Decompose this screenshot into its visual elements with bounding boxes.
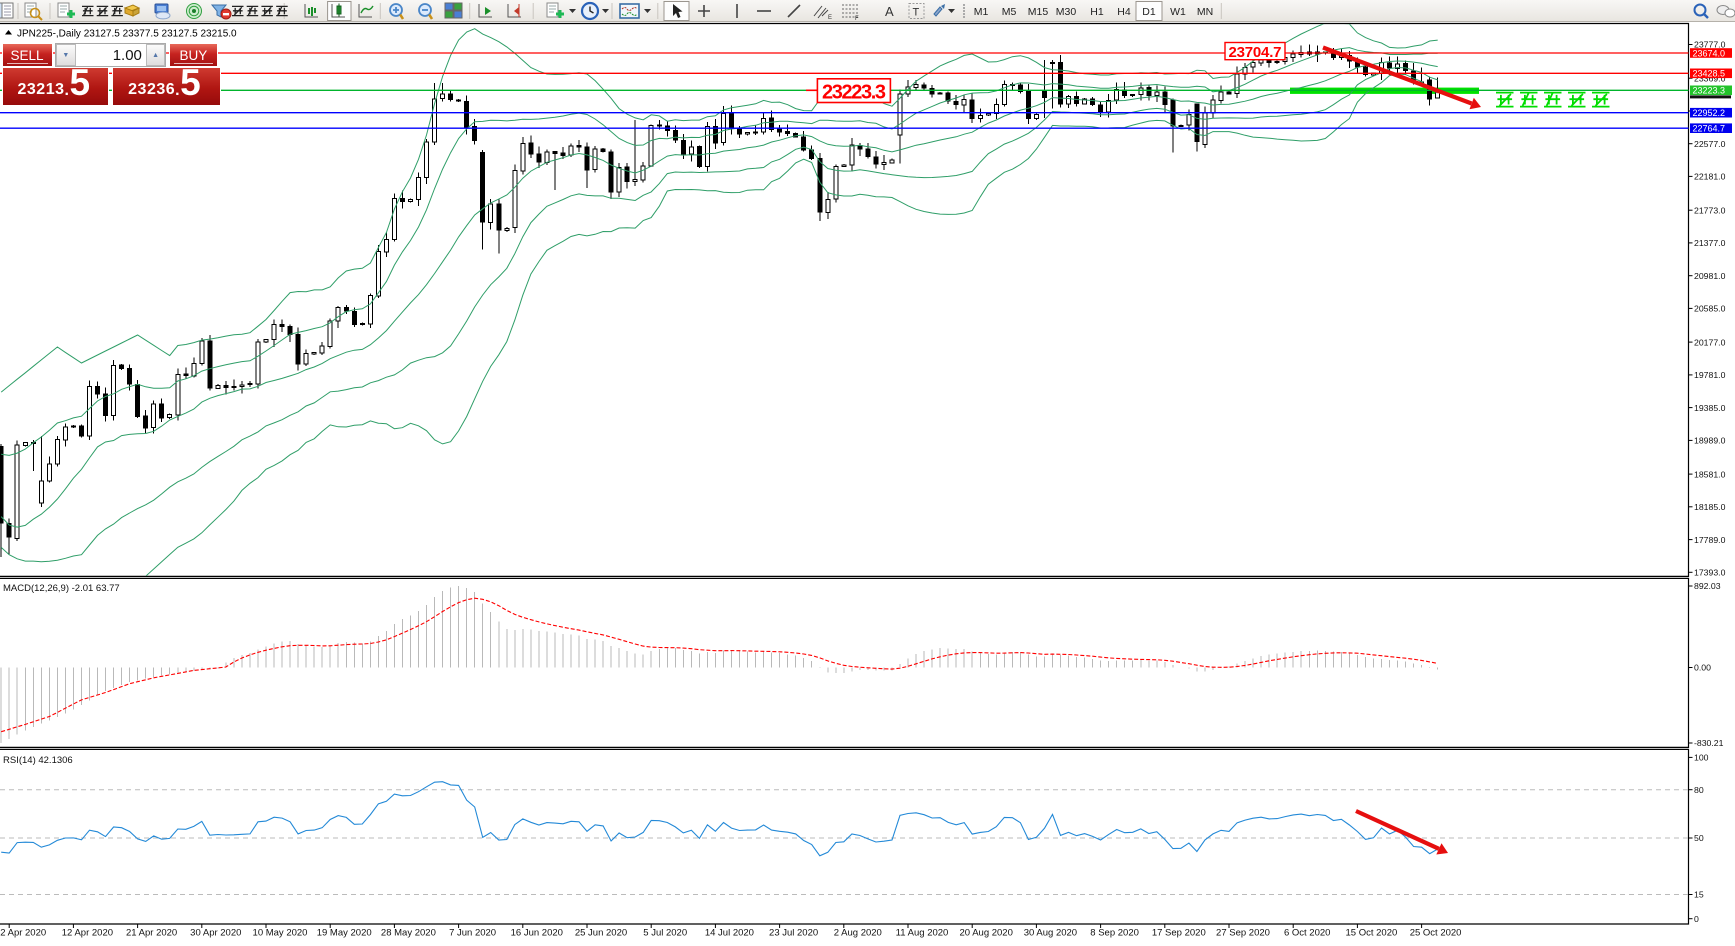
svg-text:18989.0: 18989.0 [1694,436,1726,446]
svg-text:22181.0: 22181.0 [1694,172,1726,182]
svg-text:21773.0: 21773.0 [1694,205,1726,215]
svg-text:7 Jun 2020: 7 Jun 2020 [449,928,496,939]
svg-text:D1: D1 [1142,6,1156,18]
svg-text:23704.7: 23704.7 [1229,44,1282,61]
svg-text:MACD(12,26,9) -2.01 63.77: MACD(12,26,9) -2.01 63.77 [3,583,120,594]
svg-text:2 Apr 2020: 2 Apr 2020 [0,928,46,939]
svg-text:17789.0: 17789.0 [1694,535,1726,545]
svg-text:27 Sep 2020: 27 Sep 2020 [1216,928,1270,939]
svg-text:15 Oct 2020: 15 Oct 2020 [1346,928,1398,939]
svg-text:JPN225-,Daily 23127.5 23377.5: JPN225-,Daily 23127.5 23377.5 23127.5 23… [17,29,237,40]
svg-text:23223.3: 23223.3 [822,82,886,104]
svg-text:0: 0 [1694,914,1699,924]
svg-text:23369.0: 23369.0 [1694,73,1726,83]
svg-text:6 Oct 2020: 6 Oct 2020 [1284,928,1330,939]
svg-text:20177.0: 20177.0 [1694,337,1726,347]
svg-text:M30: M30 [1056,6,1077,18]
svg-text:F: F [855,16,859,22]
svg-text:22952.2: 22952.2 [1693,108,1726,118]
svg-text:22764.7: 22764.7 [1693,124,1726,134]
svg-text:892.03: 892.03 [1694,581,1721,591]
svg-text:12 Apr 2020: 12 Apr 2020 [62,928,113,939]
svg-text:20981.0: 20981.0 [1694,271,1726,281]
svg-text:21 Apr 2020: 21 Apr 2020 [126,928,177,939]
svg-text:22577.0: 22577.0 [1694,139,1726,149]
svg-text:23428.5: 23428.5 [1693,69,1726,79]
svg-text:23223.3: 23223.3 [1693,86,1726,96]
svg-text:E: E [828,15,832,21]
svg-text:19 May 2020: 19 May 2020 [317,928,372,939]
svg-text:28 May 2020: 28 May 2020 [381,928,436,939]
svg-text:30 Aug 2020: 30 Aug 2020 [1024,928,1077,939]
svg-text:T: T [913,7,920,19]
svg-text:H1: H1 [1090,6,1104,18]
svg-text:23 Jul 2020: 23 Jul 2020 [769,928,818,939]
svg-text:30 Apr 2020: 30 Apr 2020 [190,928,241,939]
svg-text:16 Jun 2020: 16 Jun 2020 [511,928,563,939]
svg-text:17 Sep 2020: 17 Sep 2020 [1152,928,1206,939]
svg-text:25 Jun 2020: 25 Jun 2020 [575,928,627,939]
svg-text:8 Sep 2020: 8 Sep 2020 [1090,928,1139,939]
svg-text:-830.21: -830.21 [1694,738,1724,748]
svg-text:23777.0: 23777.0 [1694,40,1726,50]
svg-text:RSI(14) 42.1306: RSI(14) 42.1306 [3,755,73,766]
svg-text:H4: H4 [1117,6,1131,18]
svg-text:23674.0: 23674.0 [1693,48,1726,58]
svg-text:2 Aug 2020: 2 Aug 2020 [834,928,882,939]
svg-text:A: A [885,4,894,19]
svg-text:18185.0: 18185.0 [1694,502,1726,512]
svg-text:14 Jul 2020: 14 Jul 2020 [705,928,754,939]
svg-text:M5: M5 [1002,6,1017,18]
svg-text:80: 80 [1694,785,1704,795]
svg-text:20 Aug 2020: 20 Aug 2020 [960,928,1013,939]
svg-text:0.00: 0.00 [1694,663,1711,673]
svg-text:17393.0: 17393.0 [1694,568,1726,578]
svg-text:100: 100 [1694,753,1709,763]
svg-text:M1: M1 [974,6,989,18]
svg-text:18581.0: 18581.0 [1694,469,1726,479]
svg-text:19385.0: 19385.0 [1694,403,1726,413]
svg-text:21377.0: 21377.0 [1694,238,1726,248]
svg-text:19781.0: 19781.0 [1694,370,1726,380]
svg-text:M15: M15 [1028,6,1049,18]
svg-text:5 Jul 2020: 5 Jul 2020 [643,928,687,939]
svg-text:W1: W1 [1170,6,1186,18]
svg-text:10 May 2020: 10 May 2020 [253,928,308,939]
svg-text:11 Aug 2020: 11 Aug 2020 [896,928,949,939]
svg-text:50: 50 [1694,833,1704,843]
svg-text:25 Oct 2020: 25 Oct 2020 [1410,928,1462,939]
svg-text:20585.0: 20585.0 [1694,304,1726,314]
svg-text:MN: MN [1197,6,1213,18]
svg-text:15: 15 [1694,890,1704,900]
